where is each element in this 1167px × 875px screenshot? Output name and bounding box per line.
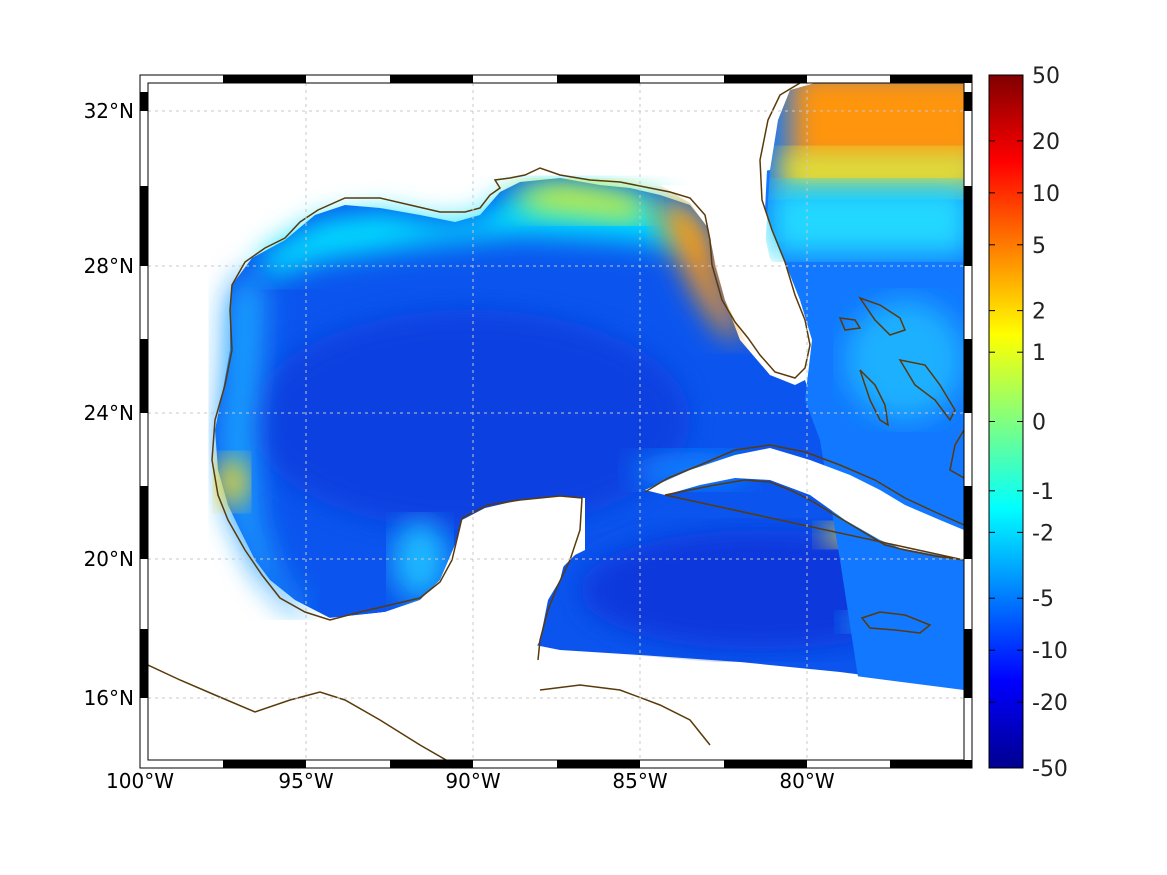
west-florida-shelf: [655, 200, 745, 340]
colorbar-tick-label: 20: [1032, 130, 1060, 155]
jamaica-coastline: [860, 611, 932, 634]
florida-land: [660, 83, 815, 380]
bahamas-cyan: [845, 300, 964, 420]
colorbar-tick-label: -2: [1032, 521, 1054, 546]
central-america-coastline: [148, 664, 448, 760]
bahamas-coastline: [838, 296, 956, 427]
gridlines: [148, 83, 964, 760]
colorbar-tick-label: 50: [1032, 64, 1060, 89]
ocean-field: [215, 83, 964, 690]
colorbar-tick-label: -50: [1032, 757, 1068, 782]
map-frame: [139, 74, 973, 769]
x-tick-label: 100°W: [106, 769, 174, 793]
x-tick-label: 85°W: [612, 769, 667, 793]
y-tick-label: 28°N: [84, 254, 134, 278]
land-masks: [148, 83, 964, 760]
y-tick-label: 32°N: [84, 99, 134, 123]
colorbar-tick-label: 1: [1032, 341, 1046, 366]
x-axis: 100°W 95°W 90°W 85°W 80°W: [106, 769, 835, 793]
colorbar-tick-label: -5: [1032, 587, 1054, 612]
yucatan-land: [148, 496, 585, 650]
y-tick-label: 20°N: [84, 547, 134, 571]
west-coast-cyan: [218, 270, 310, 610]
x-tick-label: 90°W: [445, 769, 500, 793]
y-tick-label: 16°N: [84, 686, 134, 710]
colorbar-tick-label: -20: [1032, 691, 1068, 716]
cuba-land: [645, 448, 964, 560]
colorbar-tick-label: 5: [1032, 234, 1046, 259]
colorbar-tick-label: 2: [1032, 300, 1046, 325]
coastlines: [148, 83, 964, 760]
y-axis: 32°N 28°N 24°N 20°N 16°N: [84, 99, 134, 710]
hispaniola-coastline: [949, 429, 964, 479]
mexico-gulf-coastline: [211, 309, 583, 661]
campeche-cyan: [392, 520, 448, 600]
cuba-coastline: [644, 444, 964, 561]
atlantic-cyan-band: [770, 185, 964, 255]
us-gulf-coastline: [229, 83, 811, 379]
tamaulipas-hotspot: [216, 456, 248, 508]
x-tick-label: 80°W: [779, 769, 834, 793]
x-tick-label: 95°W: [278, 769, 333, 793]
colorbar-tick-label: -1: [1032, 480, 1054, 505]
colorbar-tick-label: 10: [1032, 182, 1060, 207]
central-america-land: [148, 650, 964, 760]
north-shelf-yellow: [510, 182, 650, 222]
colorbar-tick-label: -10: [1032, 639, 1068, 664]
colorbar-tick-label: 0: [1032, 411, 1046, 436]
y-tick-label: 24°N: [84, 401, 134, 425]
gulf-deep-blob: [250, 310, 690, 530]
